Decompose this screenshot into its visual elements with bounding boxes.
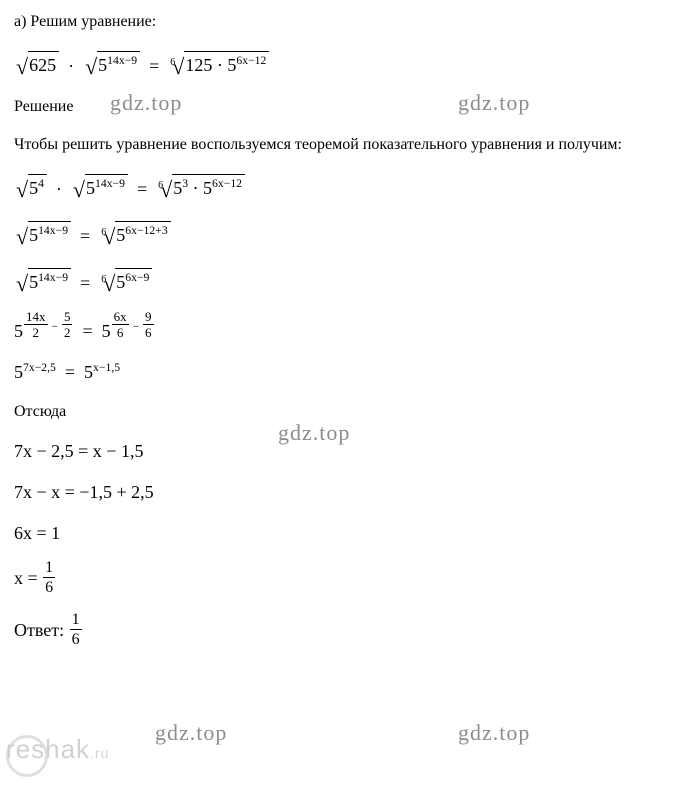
solution-label: Решение bbox=[14, 95, 662, 119]
step-1: √54 · √514x−9 = 6√53 · 56x−12 bbox=[14, 171, 662, 204]
watermark: gdz.top bbox=[458, 720, 530, 746]
linear-2: 7x − x = −1,5 + 2,5 bbox=[14, 479, 662, 506]
equation-main: √625 · √514x−9 = 6√125 · 56x−12 bbox=[14, 48, 662, 81]
heading: а) Решим уравнение: bbox=[14, 10, 662, 34]
linear-1: 7x − 2,5 = x − 1,5 bbox=[14, 438, 662, 465]
step-2: √514x−9 = 6√56x−12+3 bbox=[14, 218, 662, 251]
hence: Отсюда bbox=[14, 400, 662, 424]
answer-final: Ответ: 16 bbox=[14, 613, 662, 651]
explanation: Чтобы решить уравнение воспользуемся тео… bbox=[14, 133, 662, 157]
reshak-watermark: reshak.ru bbox=[6, 734, 109, 765]
step-4: 514x2 − 52 = 56x6 − 96 bbox=[14, 312, 662, 345]
step-3: √514x−9 = 6√56x−9 bbox=[14, 265, 662, 298]
linear-3: 6x = 1 bbox=[14, 520, 662, 547]
answer-x: x = 16 bbox=[14, 561, 662, 599]
step-5: 57x−2,5 = 5x−1,5 bbox=[14, 359, 662, 386]
document-page: а) Решим уравнение: √625 · √514x−9 = 6√1… bbox=[0, 0, 676, 669]
watermark: gdz.top bbox=[155, 720, 227, 746]
